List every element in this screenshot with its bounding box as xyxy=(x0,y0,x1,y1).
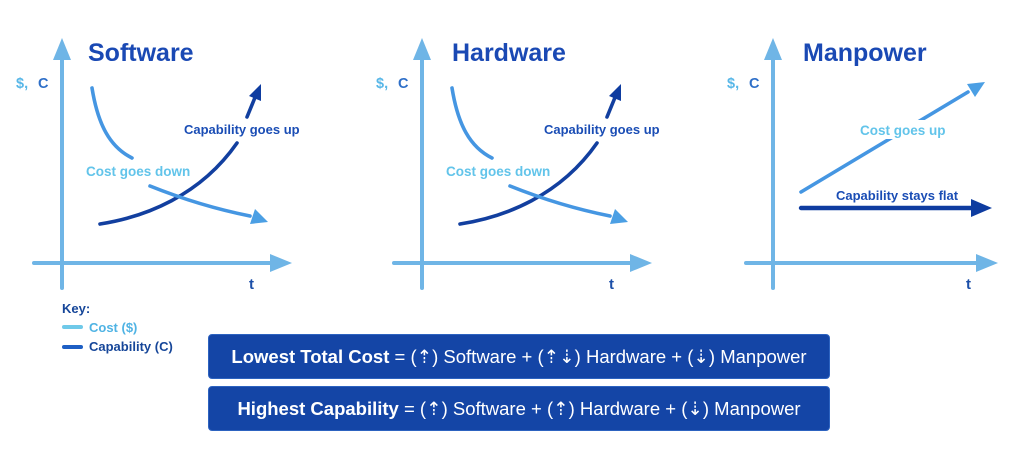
capability-curve xyxy=(98,141,239,226)
banner-formula-text: = (⇡) Software + (⇡⇣) Hardware + (⇣) Man… xyxy=(389,345,807,367)
cost-curve-steep xyxy=(90,86,134,160)
cost-curve-flat xyxy=(508,184,612,218)
capability-line-swatch-icon xyxy=(62,345,83,350)
legend-title: Key: xyxy=(62,301,91,316)
chart-title: Manpower xyxy=(803,39,927,67)
cost-line xyxy=(799,90,970,194)
legend-label-capability: Capability (C) xyxy=(89,339,173,355)
banner-lowest-total-cost: Lowest Total Cost = (⇡) Software + (⇡⇣) … xyxy=(208,334,830,379)
capability-arrow-icon xyxy=(609,84,621,101)
capability-arrow-icon xyxy=(971,199,992,217)
cost-curve-flat xyxy=(148,184,252,218)
y-axis-arrow-icon xyxy=(764,38,782,60)
legend-label-cost: Cost ($) xyxy=(89,319,138,335)
legend: Key: Cost ($) Capability (C) xyxy=(62,302,173,360)
chart-software: $, C Software Cost goes down Capability … xyxy=(16,38,300,293)
y-axis-label: $, C xyxy=(727,75,760,92)
x-axis-arrow-icon xyxy=(270,254,292,272)
legend-item-cost: Cost ($) xyxy=(62,319,173,335)
x-axis-label: t xyxy=(609,276,614,293)
banner-bold-text: Highest Capability xyxy=(237,397,399,419)
capability-curve xyxy=(458,141,599,226)
cost-arrow-icon xyxy=(610,209,628,224)
chart-title: Hardware xyxy=(452,39,566,67)
legend-item-capability: Capability (C) xyxy=(62,340,173,354)
x-axis-arrow-icon xyxy=(630,254,652,272)
capability-trend-label: Capability stays flat xyxy=(836,188,959,203)
cost-trend-label: Cost goes down xyxy=(446,164,550,179)
cost-arrow-icon xyxy=(967,82,985,97)
capability-arrow-shaft xyxy=(245,93,258,119)
x-axis-label: t xyxy=(966,276,971,293)
cost-label-backdrop xyxy=(858,120,942,139)
y-axis-label: $, C xyxy=(376,75,409,92)
x-axis-arrow-icon xyxy=(976,254,998,272)
y-axis-arrow-icon xyxy=(413,38,431,60)
x-axis-label: t xyxy=(249,276,254,293)
cost-line-swatch-icon xyxy=(62,325,83,330)
capability-arrow-shaft xyxy=(605,93,618,119)
cost-curve-steep xyxy=(450,86,494,160)
cost-trend-label: Cost goes down xyxy=(86,164,190,179)
capability-trend-label: Capability goes up xyxy=(184,122,300,137)
banner-bold-text: Lowest Total Cost xyxy=(231,345,390,367)
y-axis-label: $, C xyxy=(16,75,49,92)
chart-hardware: $, C Hardware Cost goes down Capability … xyxy=(376,38,660,293)
capability-arrow-icon xyxy=(249,84,261,101)
chart-manpower: $, C Manpower Cost goes up Capability st… xyxy=(727,38,998,293)
cost-trend-label: Cost goes up xyxy=(860,123,946,138)
banner-highest-capability: Highest Capability = (⇡) Software + (⇡) … xyxy=(208,386,830,431)
cost-arrow-icon xyxy=(250,209,268,224)
y-axis-arrow-icon xyxy=(53,38,71,60)
capability-trend-label: Capability goes up xyxy=(544,122,660,137)
chart-title: Software xyxy=(88,39,194,67)
banner-formula-text: = (⇡) Software + (⇡) Hardware + (⇣) Manp… xyxy=(398,397,801,419)
